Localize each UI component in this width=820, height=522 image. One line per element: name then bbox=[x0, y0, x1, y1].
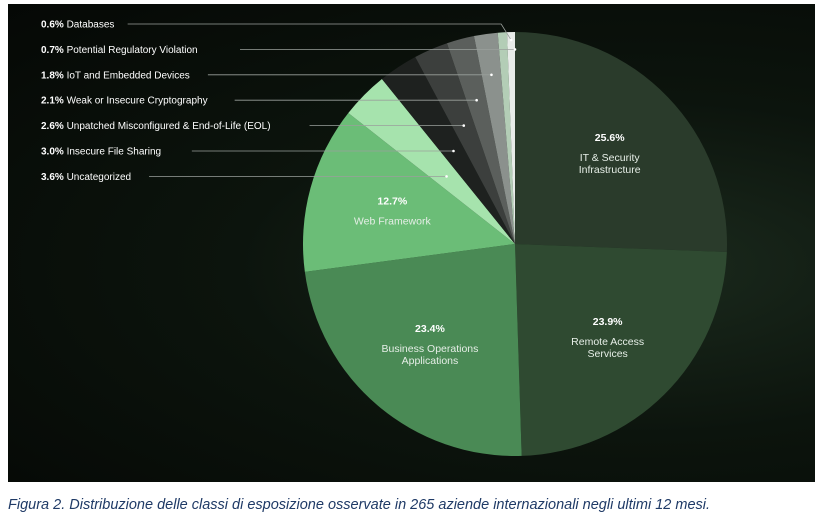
slice-databases bbox=[507, 32, 515, 244]
slice-weak-or-insecure-cryptography bbox=[446, 36, 515, 244]
slice-it-and-security-infrastructure bbox=[515, 32, 728, 252]
leader-dot bbox=[445, 175, 448, 178]
slice-remote-access-services bbox=[515, 244, 727, 456]
chart-panel: 25.6% IT & Security Infrastructure 23.9% Rem… bbox=[8, 4, 815, 482]
slice-name-label: Infrastructure bbox=[579, 164, 641, 176]
slice-name-label: Services bbox=[588, 348, 628, 360]
legend-item-weak-or-insecure-cryptography: 2.1% Weak or Insecure Cryptography bbox=[41, 96, 208, 107]
slice-business-operations-applications bbox=[304, 244, 522, 456]
slice-iot-and-embedded-devices bbox=[473, 32, 515, 245]
leader-dot bbox=[513, 48, 517, 51]
legend-item-potential-regulatory-violation: 0.7% Potential Regulatory Violation bbox=[41, 45, 198, 56]
slice-value-label: 12.7% bbox=[377, 195, 407, 207]
slice-uncategorized bbox=[348, 78, 515, 244]
legend-item-uncategorized: 3.6% Uncategorized bbox=[41, 172, 131, 183]
leader-dot bbox=[490, 73, 493, 77]
slice-value-label: 25.6% bbox=[595, 132, 625, 144]
leader-dot bbox=[462, 124, 466, 127]
legend: 0.6% Databases 0.7% Potential Regulatory … bbox=[41, 20, 517, 183]
slice-value-label: 23.4% bbox=[415, 323, 445, 335]
slice-name-label: Business Operations bbox=[382, 343, 479, 355]
legend-item-unpatched-misconfigured-and-end-of-life-eol: 2.6% Unpatched Misconfigured & End-of-Li… bbox=[41, 121, 271, 132]
slice-value-label: 23.9% bbox=[593, 316, 623, 328]
legend-item-insecure-file-sharing: 3.0% Insecure File Sharing bbox=[41, 147, 161, 158]
slice-insecure-file-sharing bbox=[381, 56, 515, 245]
pie-slices bbox=[303, 32, 728, 456]
legend-item-iot-and-embedded-devices: 1.8% IoT and Embedded Devices bbox=[41, 70, 190, 81]
leader-dot bbox=[509, 38, 513, 42]
leader-dot bbox=[452, 149, 455, 153]
slice-web-framework bbox=[303, 113, 515, 272]
slice-name-label: IT & Security bbox=[580, 152, 641, 164]
slice-name-label: Applications bbox=[402, 355, 459, 367]
slice-potential-regulatory-violation bbox=[497, 32, 515, 244]
leader-dot bbox=[475, 98, 478, 102]
slice-name-label: Remote Access bbox=[571, 336, 644, 348]
slice-name-label: Web Framework bbox=[354, 215, 432, 227]
slice-unpatched-misconfigured-and-end-of-life-eol bbox=[415, 43, 515, 244]
leader-line bbox=[127, 23, 512, 41]
legend-item-databases: 0.6% Databases bbox=[41, 20, 114, 31]
figure-caption: Figura 2. Distribuzione delle classi di … bbox=[8, 497, 711, 513]
